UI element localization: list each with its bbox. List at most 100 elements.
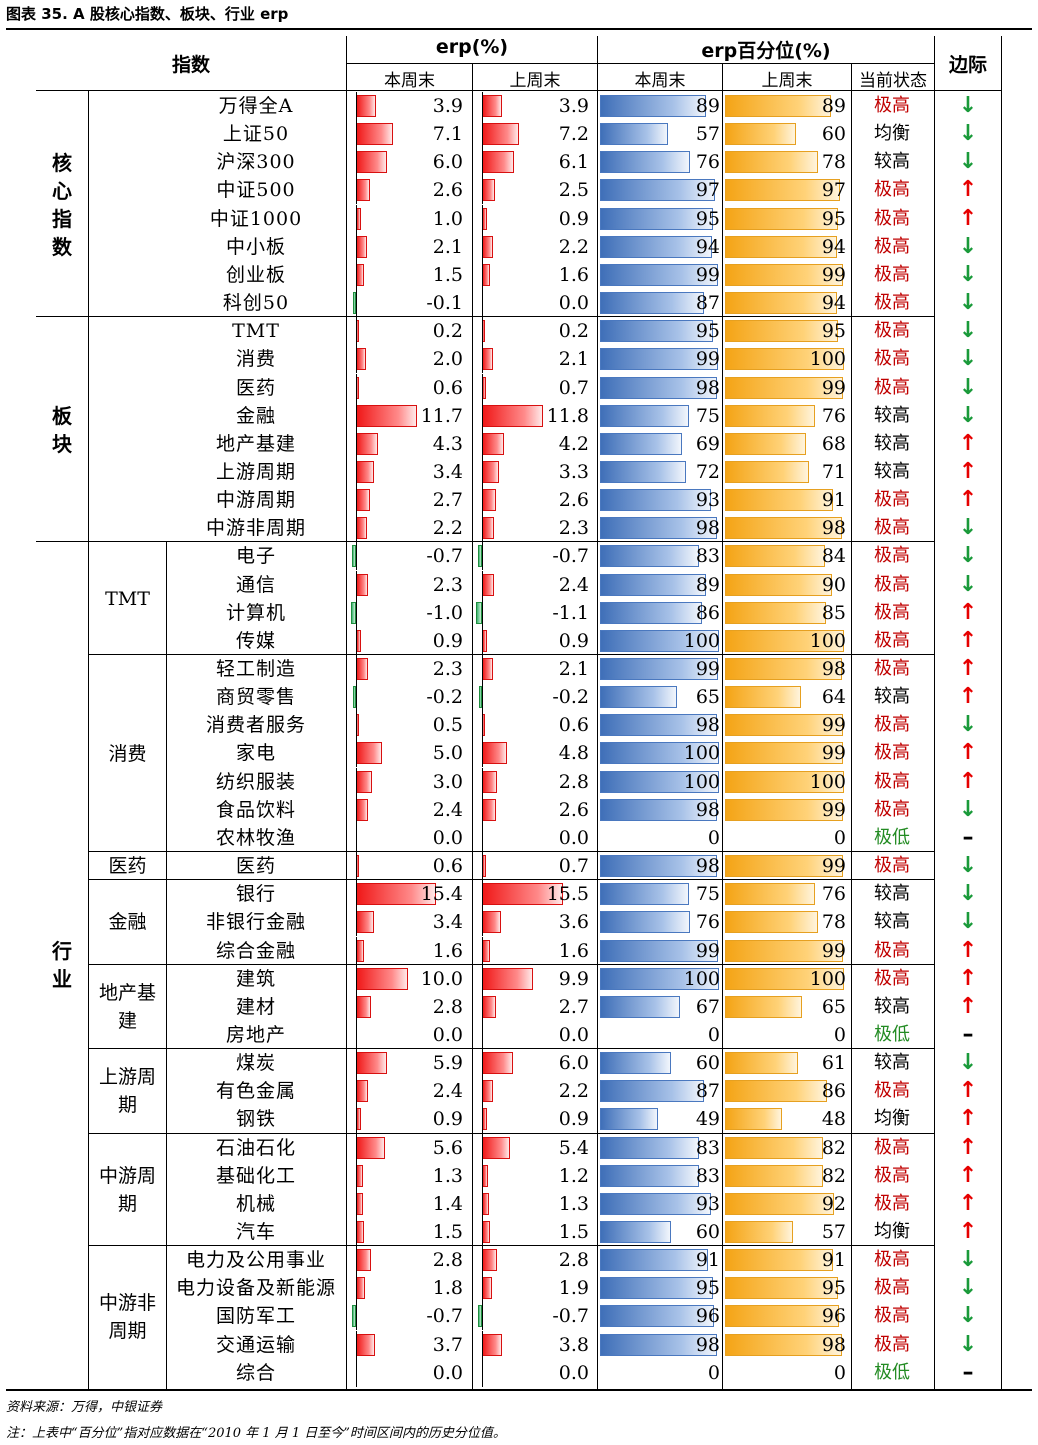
state-badge: 极低 <box>874 1023 910 1045</box>
row-name: 房地产 <box>225 1023 286 1046</box>
row-name: 汽车 <box>235 1221 276 1243</box>
erp-axis <box>482 570 483 599</box>
percentile-value: 99 <box>695 263 720 286</box>
percentile-bar <box>600 292 704 315</box>
erp-axis <box>356 92 357 120</box>
state-badge: 极高 <box>874 1164 910 1186</box>
erp-value: 1.3 <box>558 1192 589 1215</box>
erp-value: 1.5 <box>432 1221 463 1243</box>
arrow-down-icon: ↓ <box>958 374 978 400</box>
percentile-bar <box>600 1052 672 1075</box>
percentile-bar <box>600 207 714 230</box>
percentile-value: 99 <box>821 263 846 286</box>
erp-value: 0.0 <box>432 826 463 849</box>
percentile-value: 82 <box>821 1136 846 1159</box>
percentile-value: 78 <box>821 151 846 174</box>
erp-value: -0.7 <box>552 1305 589 1328</box>
erp-value: 3.6 <box>558 911 589 934</box>
erp-value: 1.4 <box>432 1192 463 1215</box>
row-name: 电力及公用事业 <box>185 1249 326 1272</box>
erp-value: 0.9 <box>558 1108 589 1131</box>
erp-axis <box>482 1105 483 1134</box>
table-row: 国防军工 -0.7 -0.7 96 96 极高 ↓ <box>0 1302 1038 1331</box>
percentile-value: 95 <box>695 207 720 230</box>
erp-axis <box>356 570 357 599</box>
percentile-bar <box>600 1136 699 1159</box>
percentile-value: 69 <box>695 432 720 455</box>
percentile-bar <box>725 489 834 512</box>
erp-axis <box>356 1302 357 1331</box>
erp-value: 2.2 <box>558 235 589 258</box>
percentile-bar <box>600 1277 714 1300</box>
subgroup-separator <box>89 1245 934 1246</box>
erp-axis <box>356 120 357 149</box>
state-badge: 极高 <box>874 742 910 764</box>
percentile-value: 78 <box>821 911 846 934</box>
percentile-bar <box>725 967 844 990</box>
erp-value: 1.6 <box>558 263 589 286</box>
arrow-down-icon: ↓ <box>958 346 978 372</box>
erp-axis <box>356 176 357 205</box>
erp-axis <box>356 1020 357 1049</box>
percentile-value: 0 <box>707 1023 720 1046</box>
percentile-value: 57 <box>695 123 720 146</box>
percentile-bar <box>725 1136 823 1159</box>
percentile-bar <box>725 235 837 258</box>
percentile-value: 75 <box>695 883 720 906</box>
erp-axis <box>356 626 357 655</box>
percentile-value: 49 <box>695 1108 720 1131</box>
arrow-up-icon: ↑ <box>958 205 978 231</box>
erp-axis <box>356 964 357 993</box>
table-row: 钢铁 0.9 0.9 49 48 均衡 ↑ <box>0 1105 1038 1134</box>
percentile-bar <box>600 798 717 821</box>
arrow-up-icon: ↑ <box>958 656 978 681</box>
percentile-value: 61 <box>821 1052 846 1075</box>
table-row: 家电 5.0 4.8 100 99 极高 ↑ <box>0 739 1038 768</box>
erp-axis <box>356 317 357 346</box>
state-badge: 均衡 <box>874 123 910 145</box>
erp-value: 2.8 <box>558 1249 589 1272</box>
erp-axis <box>356 429 357 458</box>
row-name: 轻工制造 <box>215 658 296 680</box>
erp-axis <box>356 289 357 318</box>
header-erp: erp(%) <box>435 36 509 58</box>
erp-value: 0.0 <box>558 292 589 315</box>
row-name: 医药 <box>235 376 276 399</box>
header-erp-last-week: 上周末 <box>509 71 561 91</box>
subgroup-separator <box>89 654 934 655</box>
subgroup-separator <box>89 1133 934 1134</box>
erp-axis <box>356 795 357 824</box>
subgroup-label: 金融 <box>108 911 147 934</box>
erp-axis <box>356 1274 357 1303</box>
percentile-value: 94 <box>821 235 846 258</box>
header-divider <box>722 63 723 90</box>
erp-value: 2.0 <box>432 348 463 371</box>
erp-axis <box>482 1358 483 1387</box>
arrow-down-icon: ↓ <box>958 290 978 316</box>
percentile-value: 99 <box>821 742 846 765</box>
table-row: 万得全A 3.9 3.9 89 89 极高 ↓ <box>0 92 1038 120</box>
percentile-value: 100 <box>683 629 720 652</box>
dash-icon: – <box>962 1021 974 1047</box>
percentile-value: 83 <box>695 1164 720 1187</box>
percentile-bar <box>600 770 719 793</box>
header-mid-rule <box>347 63 934 64</box>
arrow-down-icon: ↓ <box>958 881 978 907</box>
row-name: 建筑 <box>235 967 276 990</box>
row-name: 纺织服装 <box>215 770 296 793</box>
erp-axis <box>356 1189 357 1218</box>
percentile-value: 96 <box>821 1305 846 1328</box>
percentile-bar <box>725 629 844 652</box>
subgroup-label: 消费 <box>108 742 147 765</box>
erp-value: 0.9 <box>432 629 463 652</box>
state-badge: 极高 <box>874 855 910 877</box>
column-divider <box>346 91 347 1389</box>
table-row: 综合 0.0 0.0 0 0 极低 – <box>0 1358 1038 1387</box>
arrow-up-icon: ↑ <box>958 965 978 991</box>
erp-axis <box>482 823 483 852</box>
percentile-bar <box>725 1221 793 1243</box>
table-row: 电力设备及新能源 1.8 1.9 95 95 极高 ↓ <box>0 1274 1038 1303</box>
table-row: 汽车 1.5 1.5 60 57 均衡 ↑ <box>0 1218 1038 1246</box>
percentile-value: 97 <box>695 179 720 202</box>
arrow-down-icon: ↓ <box>958 909 978 935</box>
